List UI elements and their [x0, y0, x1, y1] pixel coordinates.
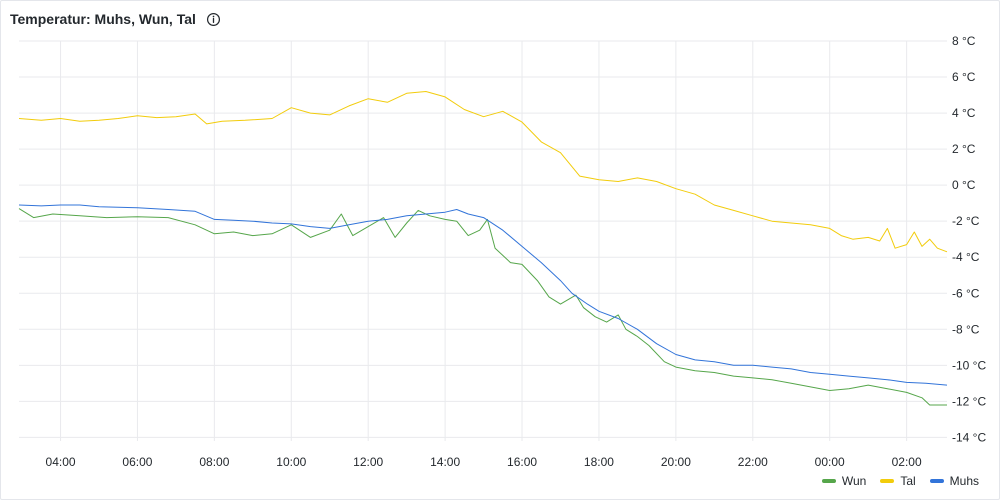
y-tick-label: -4 °C [952, 250, 980, 264]
x-tick-label: 16:00 [507, 455, 537, 469]
x-tick-label: 06:00 [122, 455, 152, 469]
y-axis: 8 °C 6 °C 4 °C 2 °C 0 °C -2 °C -4 °C -6 °C -8 °C… [952, 34, 986, 444]
y-tick-label: -12 °C [952, 394, 986, 408]
legend-label-wun: Wun [841, 474, 867, 488]
legend-item-tal[interactable]: Tal [880, 474, 916, 488]
y-tick-label: 0 °C [952, 178, 976, 192]
legend-swatch-tal [880, 479, 895, 483]
series-line-wun [18, 208, 947, 406]
legend-label-tal: Tal [900, 474, 916, 488]
y-tick-label: 4 °C [952, 106, 976, 120]
x-tick-label: 14:00 [430, 455, 460, 469]
x-tick-label: 02:00 [892, 455, 922, 469]
y-tick-label: -10 °C [952, 358, 986, 372]
panel-header: Temperatur: Muhs, Wun, Tal [10, 9, 221, 29]
panel-title: Temperatur: Muhs, Wun, Tal [10, 11, 196, 27]
x-tick-label: 18:00 [584, 455, 614, 469]
y-tick-label: 6 °C [952, 70, 976, 84]
x-tick-label: 22:00 [738, 455, 768, 469]
grid-lines [19, 40, 947, 441]
legend-item-wun[interactable]: Wun [821, 474, 867, 488]
x-tick-label: 20:00 [661, 455, 691, 469]
x-tick-label: 08:00 [199, 455, 229, 469]
y-tick-label: -6 °C [952, 286, 980, 300]
legend-swatch-muhs [929, 479, 944, 483]
x-tick-label: 12:00 [353, 455, 383, 469]
legend-label-muhs: Muhs [949, 474, 979, 488]
legend-item-muhs[interactable]: Muhs [929, 474, 979, 488]
x-tick-label: 10:00 [276, 455, 306, 469]
series-line-muhs [18, 204, 948, 386]
info-circle-icon[interactable] [206, 12, 221, 27]
x-tick-label: 00:00 [815, 455, 845, 469]
y-tick-label: -14 °C [952, 430, 986, 444]
chart-legend: Wun Tal Muhs [821, 474, 979, 488]
series-lines [18, 91, 948, 406]
y-tick-label: -2 °C [952, 214, 980, 228]
x-tick-label: 04:00 [46, 455, 76, 469]
series-line-tal [18, 91, 948, 253]
legend-swatch-wun [821, 479, 836, 483]
y-tick-label: -8 °C [952, 322, 980, 336]
y-tick-label: 2 °C [952, 142, 976, 156]
y-tick-label: 8 °C [952, 34, 976, 48]
x-axis: 04:00 06:00 08:00 10:00 12:00 14:00 16:00 18:00… [46, 455, 922, 469]
